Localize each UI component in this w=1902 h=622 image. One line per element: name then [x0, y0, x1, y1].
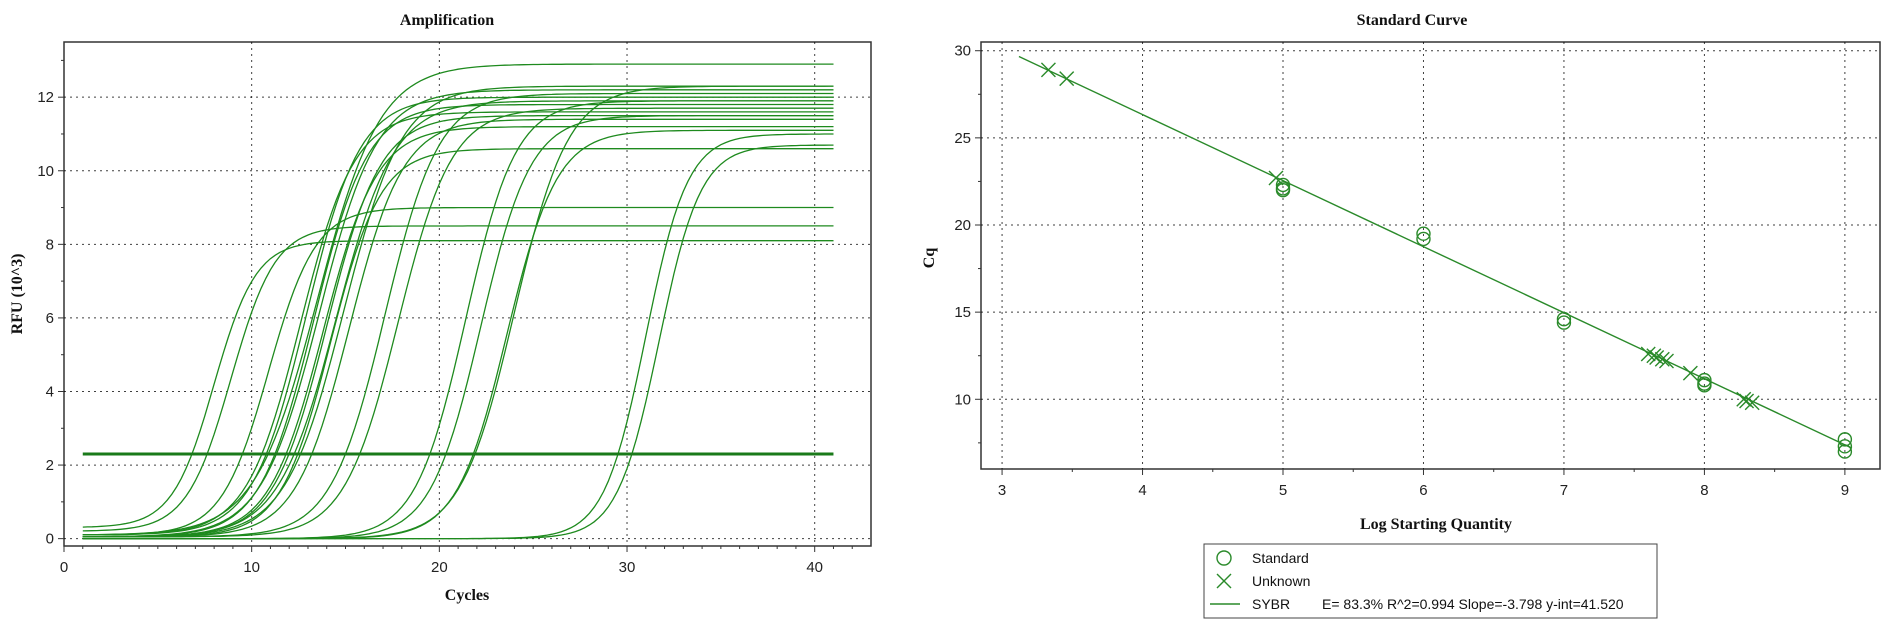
amplification-curve-11: [82, 148, 834, 538]
amp-ytick-label: 12: [37, 89, 54, 106]
amp-ytick-label: 10: [37, 163, 54, 180]
amplification-curve-4: [82, 111, 834, 536]
std-xtick-label: 9: [1841, 482, 1849, 499]
std-xtick-label: 8: [1700, 482, 1708, 499]
amplification-curve-22: [82, 144, 834, 540]
std-ytick-label: 20: [954, 217, 971, 234]
amplification-title: Amplification: [400, 12, 494, 29]
amp-ytick-label: 6: [46, 310, 54, 327]
unknown-point: [1649, 349, 1665, 365]
std-xtick-label: 7: [1560, 482, 1568, 499]
unknown-point: [1646, 348, 1662, 364]
unknown-point: [1059, 71, 1075, 87]
unknown-point: [1744, 395, 1760, 411]
amp-xtick-label: 20: [431, 559, 448, 576]
amplification-curve-1: [82, 240, 834, 528]
amplification-xlabel: Cycles: [445, 587, 489, 604]
standard-point: [1275, 177, 1291, 193]
std-ytick-label: 30: [954, 43, 971, 60]
std-xtick-label: 4: [1138, 482, 1146, 499]
legend-fit-name: SYBR: [1252, 596, 1290, 612]
legend-unknown-marker: [1216, 573, 1232, 589]
std-ytick-label: 25: [954, 130, 971, 147]
standard-curve-grid: [981, 42, 1880, 469]
fit-line: [1018, 55, 1853, 449]
std-ytick-label: 15: [954, 304, 971, 321]
amplification-ylabel: RFU (10^3): [9, 254, 26, 335]
amp-xtick-label: 30: [619, 559, 636, 576]
standard-point: [1697, 378, 1712, 393]
standard-point: [1837, 432, 1853, 447]
amplification-curve-6: [82, 63, 834, 536]
unknown-point: [1682, 365, 1698, 381]
standard-curve-chart: Standard Curve 3 4 5 6 7 8 9 10 15 20 25 30 Log Sta…: [921, 12, 1881, 619]
amp-xtick-label: 10: [243, 559, 260, 576]
amplification-curve-3: [82, 206, 834, 536]
unknown-point: [1640, 346, 1656, 362]
amplification-curve-5: [82, 96, 834, 536]
standard-point: [1837, 439, 1853, 454]
standard-point: [1416, 231, 1431, 247]
std-xtick-label: 5: [1279, 482, 1287, 499]
standard-curve-plot-area: [980, 41, 1881, 470]
standard-curve-points: [1040, 62, 1853, 459]
amplification-curve-14: [82, 118, 834, 538]
amp-ytick-label: 8: [46, 236, 54, 253]
amp-xtick-label: 40: [806, 559, 823, 576]
standard-point: [1416, 226, 1431, 241]
amp-xtick-label: 0: [60, 559, 68, 576]
std-xtick-label: 6: [1419, 482, 1427, 499]
standard-point: [1275, 182, 1291, 198]
unknown-point: [1040, 62, 1056, 78]
standard-point: [1697, 372, 1712, 388]
amplification-curve-16: [82, 107, 834, 538]
legend-fit-stats: E= 83.3% R^2=0.994 Slope=-3.798 y-int=41…: [1322, 596, 1624, 612]
amp-ytick-label: 4: [46, 383, 54, 400]
standard-curve-ylabel: Cq: [921, 248, 938, 269]
legend-standard-marker: [1216, 550, 1232, 566]
amp-ytick-label: 0: [46, 531, 54, 548]
standard-curve-ticks: 3 4 5 6 7 8 9 10 15 20 25 30: [954, 43, 1849, 499]
unknown-point: [1658, 353, 1674, 369]
legend-box: [1203, 543, 1658, 619]
unknown-point: [1654, 351, 1670, 367]
unknown-point: [1268, 170, 1284, 186]
unknown-point: [1736, 391, 1752, 407]
amplification-ticks: 0 10 20 30 40 0 2 4 6 8 10 12: [37, 59, 853, 576]
amplification-curve-9: [82, 89, 834, 538]
standard-curve-title: Standard Curve: [1357, 12, 1468, 29]
std-ytick-label: 10: [954, 391, 971, 408]
standard-point: [1556, 315, 1572, 330]
standard-curve-xlabel: Log Starting Quantity: [1360, 516, 1512, 533]
amp-ytick-label: 2: [46, 457, 54, 474]
amplification-curve-2: [82, 225, 834, 532]
amplification-curves: [82, 63, 834, 540]
std-xtick-label: 3: [998, 482, 1006, 499]
legend-unknown-label: Unknown: [1252, 573, 1310, 589]
legend: Standard Unknown SYBR E= 83.3% R^2=0.994…: [1203, 543, 1658, 619]
standard-point: [1837, 444, 1853, 459]
standard-point: [1556, 311, 1572, 327]
legend-standard-label: Standard: [1252, 550, 1309, 566]
unknown-point: [1739, 393, 1755, 409]
